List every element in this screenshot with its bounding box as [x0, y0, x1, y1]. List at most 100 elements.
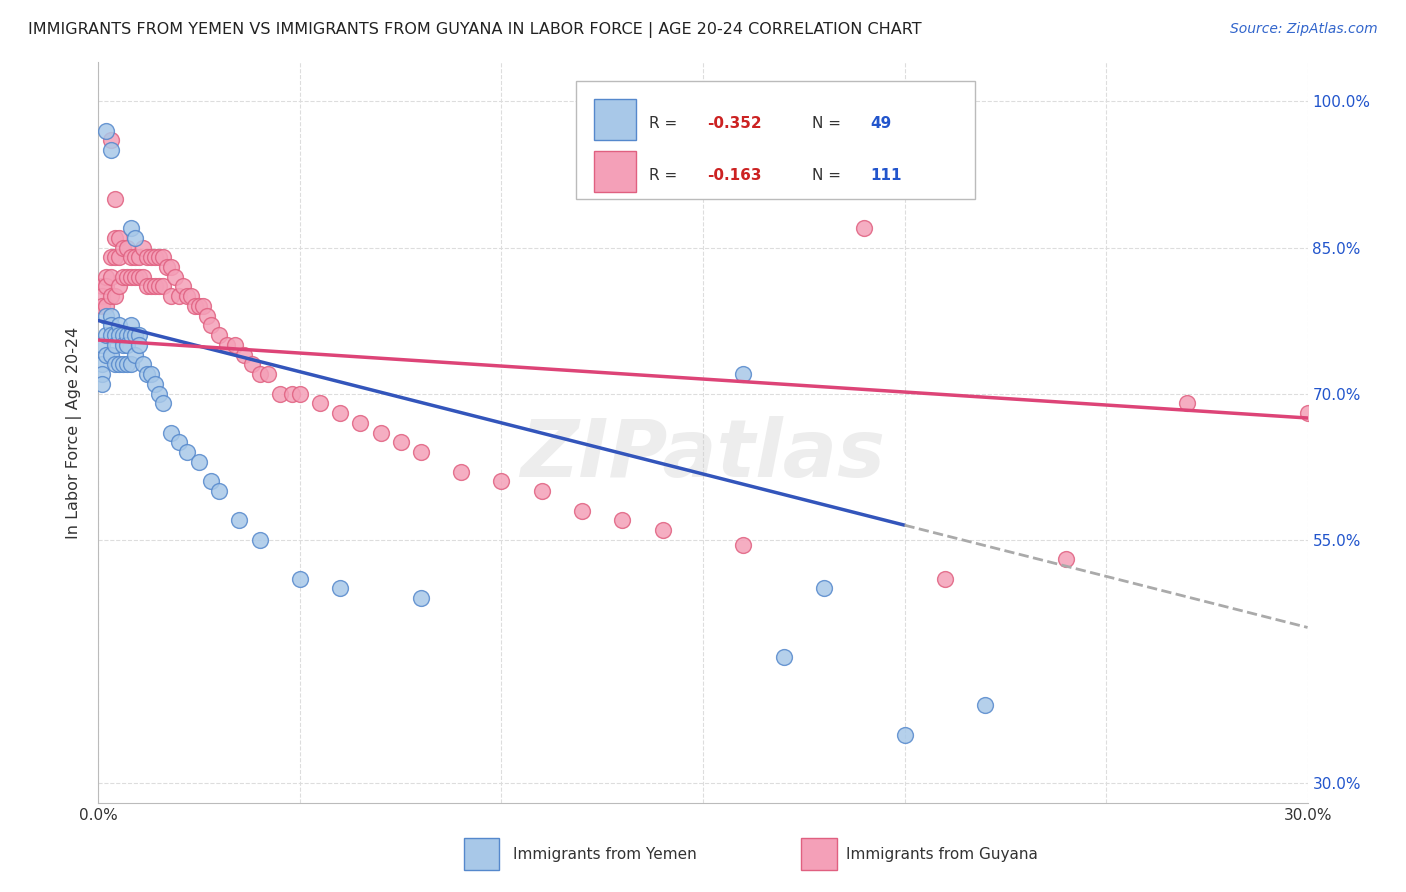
Text: ZIPatlas: ZIPatlas — [520, 416, 886, 494]
Point — [934, 572, 956, 586]
Point — [217, 338, 239, 352]
Point — [491, 475, 513, 489]
Point — [111, 240, 134, 255]
Point — [107, 328, 129, 343]
Point — [612, 513, 634, 527]
Point — [813, 582, 835, 596]
Point — [100, 143, 122, 157]
Point — [269, 386, 291, 401]
Point — [208, 484, 231, 499]
Point — [100, 348, 122, 362]
Point — [132, 240, 155, 255]
Point — [96, 299, 118, 313]
Point — [143, 250, 166, 264]
Point — [772, 649, 794, 664]
Point — [128, 250, 150, 264]
Point — [309, 396, 332, 410]
Point — [200, 475, 222, 489]
Point — [152, 250, 174, 264]
Point — [96, 123, 118, 137]
Point — [111, 358, 134, 372]
Point — [733, 538, 755, 552]
Point — [152, 279, 174, 293]
Text: R =: R = — [648, 169, 682, 183]
Point — [128, 328, 150, 343]
Point — [135, 250, 157, 264]
Point — [180, 289, 202, 303]
Point — [893, 728, 915, 742]
Point — [120, 269, 142, 284]
Text: R =: R = — [648, 116, 682, 131]
Point — [115, 328, 138, 343]
Point — [96, 309, 118, 323]
Point — [135, 279, 157, 293]
Point — [156, 260, 179, 274]
Point — [100, 269, 122, 284]
Bar — [595, 152, 637, 192]
Point — [100, 250, 122, 264]
Text: -0.163: -0.163 — [707, 169, 761, 183]
Point — [329, 582, 352, 596]
Y-axis label: In Labor Force | Age 20-24: In Labor Force | Age 20-24 — [66, 326, 83, 539]
Point — [256, 367, 278, 381]
Point — [200, 318, 222, 333]
Point — [188, 299, 211, 313]
Point — [124, 269, 146, 284]
Point — [148, 250, 170, 264]
Point — [91, 338, 114, 352]
Point — [96, 348, 118, 362]
Point — [232, 348, 254, 362]
Point — [100, 309, 122, 323]
Point — [228, 513, 250, 527]
Point — [163, 269, 186, 284]
Point — [96, 279, 118, 293]
Point — [167, 435, 190, 450]
Point — [91, 358, 114, 372]
Point — [111, 328, 134, 343]
Point — [103, 250, 125, 264]
Text: N =: N = — [811, 116, 845, 131]
Point — [974, 698, 997, 713]
Point — [107, 250, 129, 264]
Point — [143, 279, 166, 293]
Point — [208, 328, 231, 343]
Point — [91, 289, 114, 303]
Text: Immigrants from Guyana: Immigrants from Guyana — [846, 847, 1038, 862]
Point — [167, 289, 190, 303]
Point — [172, 279, 194, 293]
Point — [409, 591, 432, 606]
Point — [1175, 396, 1198, 410]
Text: -0.352: -0.352 — [707, 116, 761, 131]
Point — [120, 318, 142, 333]
Point — [103, 358, 125, 372]
Point — [128, 269, 150, 284]
Point — [115, 269, 138, 284]
Point — [100, 328, 122, 343]
FancyBboxPatch shape — [576, 81, 976, 200]
Point — [135, 367, 157, 381]
Point — [139, 279, 162, 293]
Point — [100, 318, 122, 333]
Point — [530, 484, 553, 499]
Text: IMMIGRANTS FROM YEMEN VS IMMIGRANTS FROM GUYANA IN LABOR FORCE | AGE 20-24 CORRE: IMMIGRANTS FROM YEMEN VS IMMIGRANTS FROM… — [28, 22, 922, 38]
Point — [139, 367, 162, 381]
Point — [240, 358, 263, 372]
Point — [160, 260, 183, 274]
Point — [571, 503, 593, 517]
Point — [124, 328, 146, 343]
Point — [853, 221, 876, 235]
Point — [733, 367, 755, 381]
Point — [132, 358, 155, 372]
Point — [107, 358, 129, 372]
Point — [176, 289, 198, 303]
Point — [288, 572, 311, 586]
Point — [124, 250, 146, 264]
Point — [103, 338, 125, 352]
Point — [91, 376, 114, 391]
Point — [115, 358, 138, 372]
Point — [103, 231, 125, 245]
Text: 49: 49 — [870, 116, 891, 131]
Point — [176, 445, 198, 459]
Point — [128, 338, 150, 352]
Point — [91, 299, 114, 313]
